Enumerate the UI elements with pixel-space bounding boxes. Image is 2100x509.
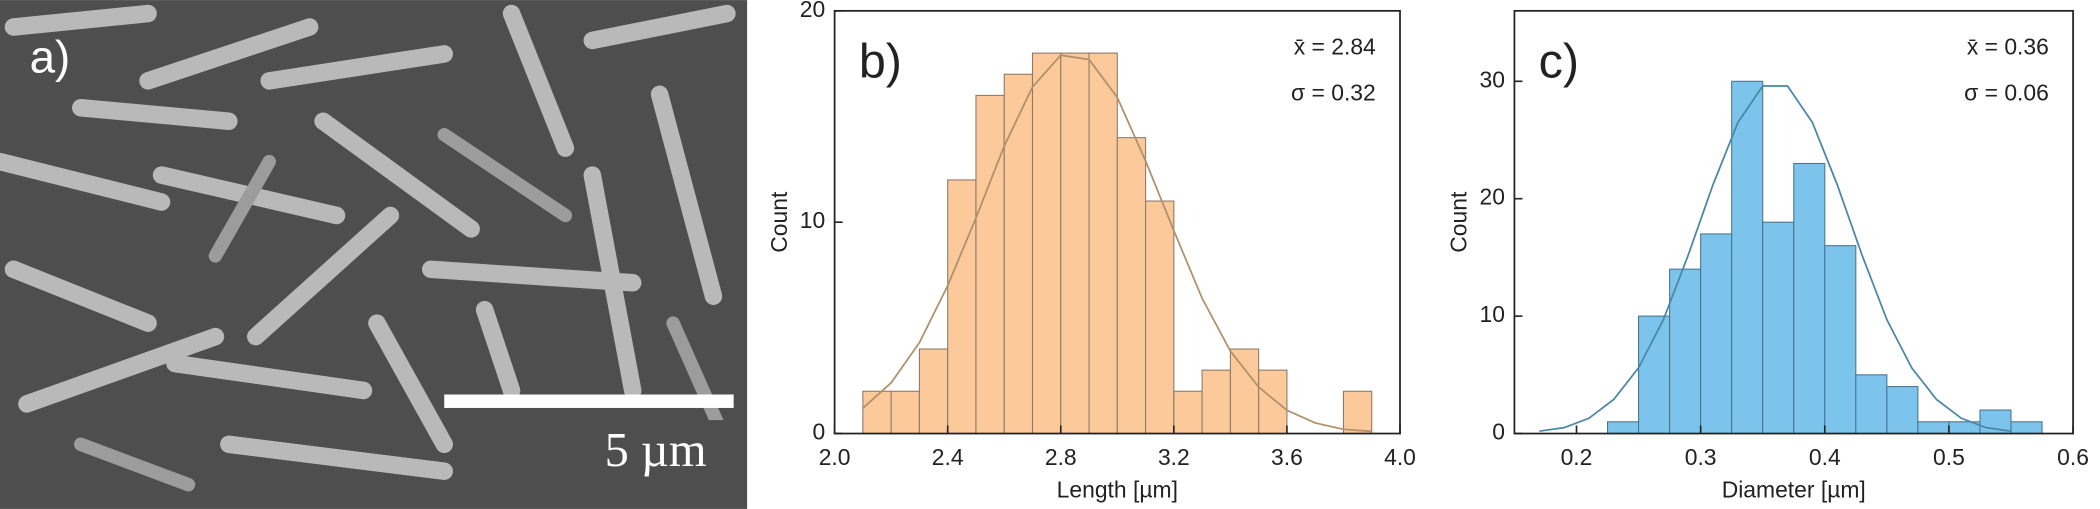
annotation: x̄ = 0.36 — [1967, 34, 2049, 60]
x-tick-label: 0.6 — [2057, 444, 2089, 470]
y-tick-label: 10 — [1480, 301, 1505, 327]
rod — [72, 99, 238, 130]
rod — [422, 260, 642, 292]
panel-label: b) — [859, 34, 902, 88]
histogram-bar — [1638, 315, 1671, 435]
panel-label: c) — [1539, 34, 1579, 88]
chart: 2.0 2.4 2.8 3.2 3.6 4.0 0 10 20 Length [µm] Count b… — [766, 0, 1416, 502]
annotation: x̄ = 2.84 — [1294, 34, 1376, 60]
annotation: σ = 0.32 — [1291, 79, 1376, 105]
y-tick-label: 20 — [1480, 184, 1505, 210]
fit-curve — [862, 54, 1372, 433]
sem-image: 5 µm a) — [0, 0, 748, 509]
x-tick-label: 0.4 — [1809, 444, 1841, 470]
histogram-bar — [890, 390, 920, 435]
annotation: σ = 0.06 — [1964, 79, 2049, 105]
rod — [18, 327, 225, 413]
x-tick-label: 2.4 — [932, 444, 964, 470]
histogram-bar — [1060, 52, 1090, 435]
scale-label-background — [578, 420, 734, 488]
rod — [368, 314, 453, 454]
histogram-bar — [947, 179, 977, 435]
histogram-bar — [1003, 73, 1034, 435]
y-axis-label: Count — [766, 191, 792, 253]
y-axis-label: Count — [1446, 191, 1472, 253]
histogram-bar — [1731, 80, 1764, 435]
rod — [74, 437, 196, 492]
rod — [4, 260, 157, 332]
plot-frame — [1513, 9, 2074, 435]
histogram-bar — [1031, 52, 1062, 435]
histogram-bar — [1145, 200, 1175, 435]
rod — [650, 85, 723, 305]
histogram-bar — [1700, 233, 1733, 435]
histogram-bar — [1342, 390, 1373, 435]
histogram-bar — [862, 390, 892, 435]
histogram-bar — [1116, 137, 1147, 435]
histogram-bar — [1855, 374, 1888, 435]
nanorods — [0, 4, 736, 492]
histogram-bar — [1088, 52, 1118, 435]
chart: 0.2 0.3 0.4 0.5 0.6 0 10 20 30 Diameter [µm] Count… — [1446, 9, 2089, 502]
x-tick-label: 2.8 — [1045, 444, 1077, 470]
histogram-bar — [2010, 421, 2043, 435]
panel-label: a) — [30, 32, 71, 83]
x-tick-label: 0.5 — [1933, 444, 1965, 470]
x-tick-label: 3.6 — [1271, 444, 1303, 470]
y-tick-label: 30 — [1480, 66, 1505, 92]
rod — [208, 154, 276, 263]
rod — [475, 300, 521, 400]
rod — [220, 435, 453, 480]
rod — [583, 4, 736, 50]
scale-bar-label: 5 µm — [605, 424, 707, 477]
rod — [260, 45, 453, 90]
y-tick-label: 0 — [1492, 419, 1505, 445]
y-tick-label: 10 — [800, 207, 825, 233]
rod — [0, 152, 171, 211]
histogram-bar — [1201, 369, 1231, 435]
y-tick-label: 0 — [812, 419, 825, 445]
histogram-bar — [1824, 245, 1857, 435]
histogram-bar — [1606, 421, 1640, 435]
x-tick-label: 0.3 — [1685, 444, 1717, 470]
x-axis-label: Length [µm] — [1057, 476, 1178, 502]
rod — [502, 4, 575, 157]
histogram-bar — [975, 94, 1005, 435]
fit-curve — [1539, 85, 2012, 433]
histogram-bar — [1258, 369, 1288, 435]
histogram-bar — [1886, 386, 1919, 435]
histogram-bar — [918, 348, 949, 435]
histogram-bar — [1762, 221, 1795, 435]
x-axis-label: Diameter [µm] — [1722, 476, 1866, 502]
histogram-bar — [1173, 390, 1203, 435]
histogram-bar — [1793, 162, 1826, 435]
rod — [4, 4, 157, 36]
rod — [583, 166, 642, 400]
x-tick-label: 4.0 — [1384, 444, 1416, 470]
histogram-bar — [1229, 348, 1260, 435]
x-tick-label: 0.2 — [1561, 444, 1593, 470]
y-tick-label: 20 — [800, 0, 825, 22]
rod — [314, 112, 480, 238]
x-tick-label: 2.0 — [819, 444, 851, 470]
rod — [437, 127, 573, 223]
scale-bar — [444, 394, 734, 408]
rod — [139, 18, 319, 90]
x-tick-label: 3.2 — [1158, 444, 1190, 470]
rod — [247, 206, 400, 346]
histogram-bar — [1917, 421, 1950, 435]
rod — [166, 354, 373, 400]
